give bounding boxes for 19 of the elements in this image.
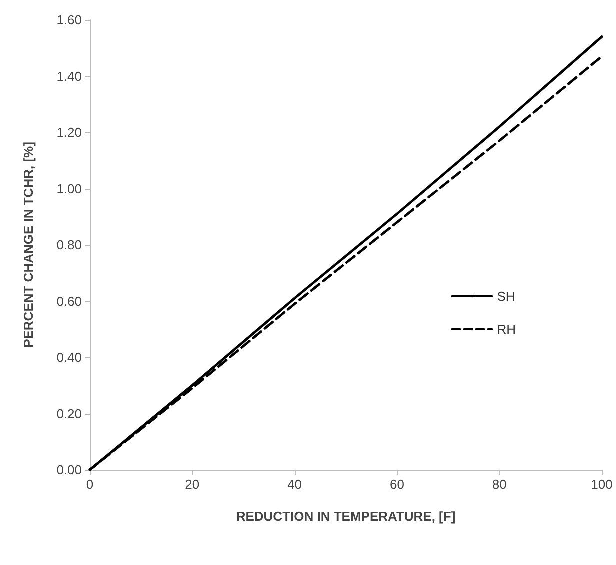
y-tick-label: 1.20 <box>56 125 82 140</box>
y-tick-label: 1.40 <box>56 68 82 84</box>
x-tick-label: 0 <box>86 477 94 492</box>
y-tick-label: 0.00 <box>56 462 82 478</box>
y-tick-label: 1.00 <box>56 181 82 196</box>
y-tick-label: 0.20 <box>56 406 82 422</box>
legend-label: SH <box>497 289 516 304</box>
x-axis-title: REDUCTION IN TEMPERATURE, [F] <box>236 509 456 524</box>
x-tick-label: 100 <box>591 477 613 492</box>
x-tick-label: 60 <box>390 477 404 492</box>
y-tick-label: 0.80 <box>56 238 82 252</box>
x-tick-label: 20 <box>185 477 200 492</box>
legend-label: RH <box>497 322 516 337</box>
y-axis-title: PERCENT CHANGE IN TCHR, [%] <box>21 142 36 348</box>
y-tick-label: 1.60 <box>56 12 82 28</box>
y-tick-label: 0.40 <box>56 350 82 365</box>
x-tick-label: 40 <box>288 477 302 492</box>
y-tick-label: 0.60 <box>56 294 82 309</box>
x-tick-label: 80 <box>492 477 507 492</box>
